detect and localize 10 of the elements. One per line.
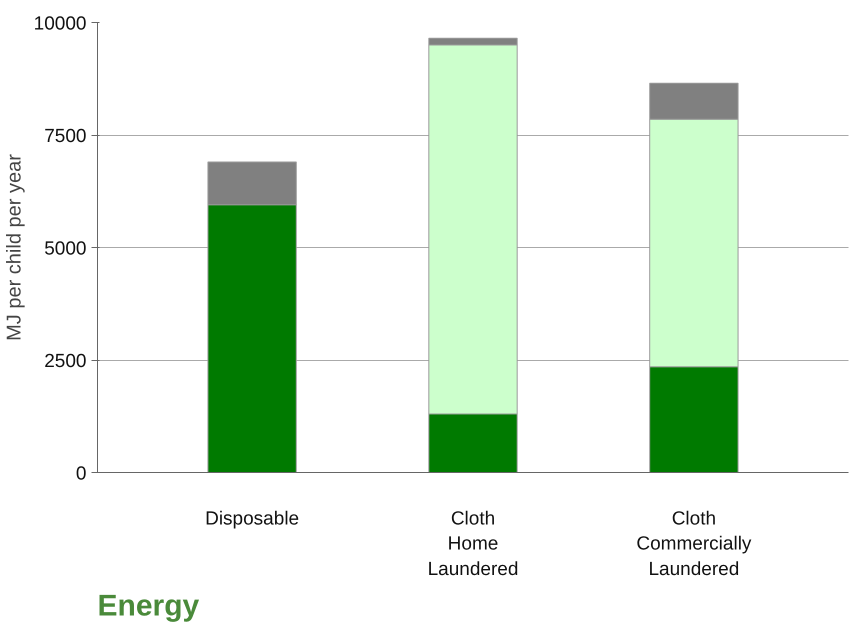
y-tick-label: 5000 (44, 238, 87, 260)
x-tick-label: Cloth Home Laundered (428, 508, 518, 580)
x-tick-label: Cloth Commercially Laundered (636, 508, 752, 580)
y-tick-label: 2500 (44, 351, 87, 372)
text: Energy (98, 590, 200, 622)
y-tick-label: 0 (76, 464, 87, 484)
x-tick-label: Disposable (205, 508, 300, 530)
y-tick-label: 10000 (34, 14, 87, 34)
y-tick-label: 7500 (44, 126, 87, 147)
y-axis-title: MJ per child per year (4, 154, 26, 341)
